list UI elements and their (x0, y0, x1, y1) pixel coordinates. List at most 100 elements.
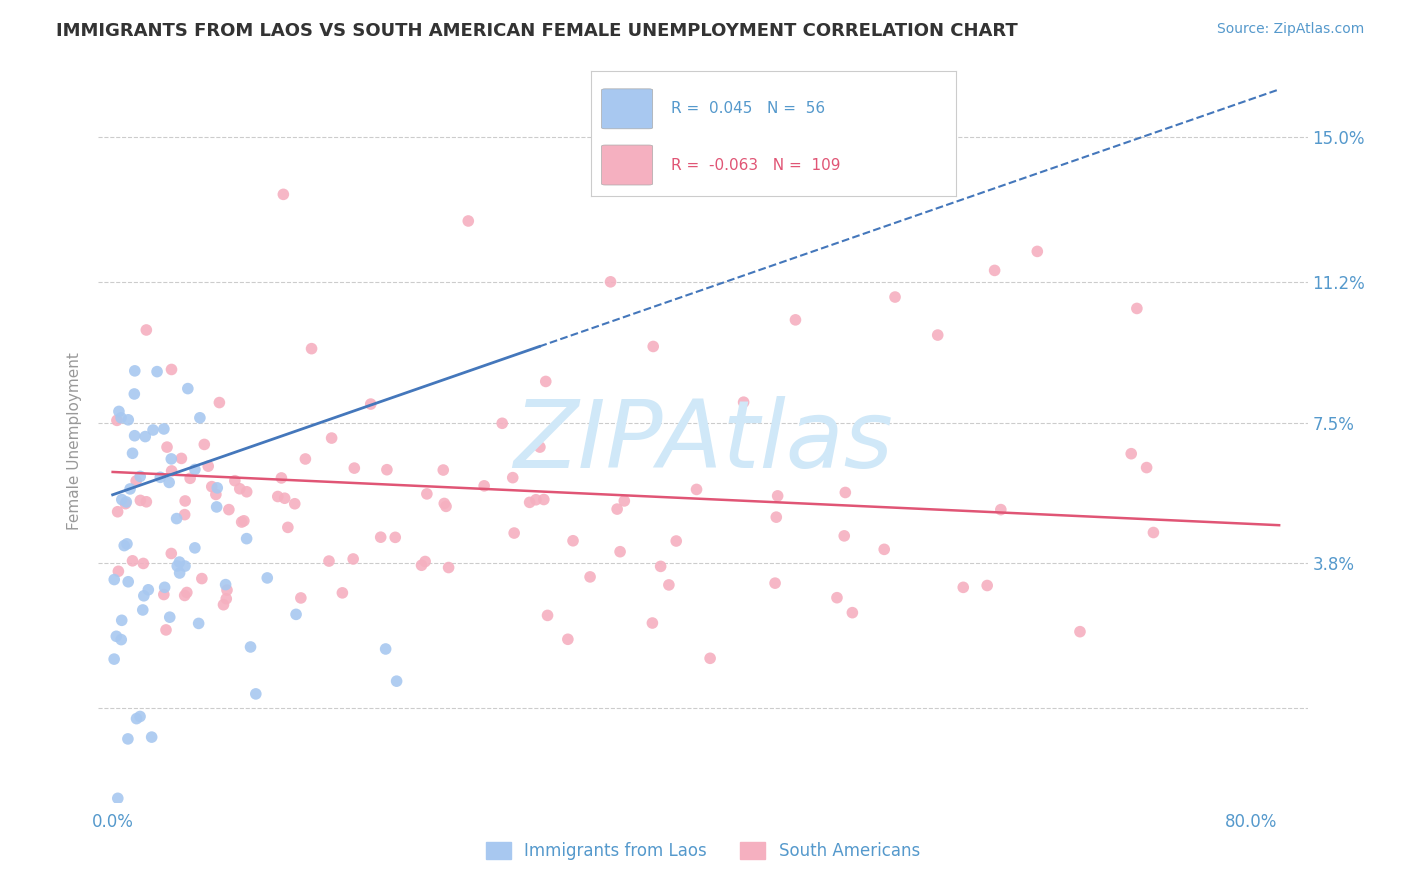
Point (149, 470, 172, 484)
Point (765, 510, 787, 524)
Point (176, 585, 198, 599)
Point (990, 502, 1012, 516)
Point (166, 558, 188, 573)
Point (170, 451, 193, 466)
Point (534, 375, 557, 389)
Point (342, 552, 364, 566)
Point (160, 547, 183, 561)
Text: Source: ZipAtlas.com: Source: ZipAtlas.com (1216, 22, 1364, 37)
Point (273, 187, 295, 202)
Point (218, 502, 240, 516)
Point (1136, 460, 1159, 475)
Point (385, 674, 408, 689)
Point (434, 500, 457, 514)
Point (121, 554, 143, 568)
Point (129, 469, 152, 483)
Point (229, 482, 252, 496)
Point (557, 632, 579, 647)
Point (215, 591, 238, 606)
Point (884, 290, 907, 304)
Point (231, 515, 253, 529)
Point (107, 505, 129, 519)
Point (124, 387, 146, 401)
Point (1142, 525, 1164, 540)
Point (117, 413, 139, 427)
Point (169, 555, 191, 569)
Point (665, 534, 688, 549)
Point (105, 629, 128, 643)
Point (132, 589, 155, 603)
Point (503, 526, 526, 541)
Point (107, 791, 129, 805)
Point (120, 482, 142, 496)
Point (188, 410, 211, 425)
Point (416, 487, 439, 501)
Point (135, 495, 157, 509)
Point (524, 492, 547, 507)
Point (214, 577, 236, 591)
Point (825, 591, 848, 605)
Point (502, 470, 524, 484)
Point (360, 397, 382, 411)
Point (111, 492, 134, 507)
Point (411, 558, 433, 573)
Point (267, 490, 290, 504)
Point (125, 712, 148, 726)
Point (160, 451, 183, 466)
Point (184, 541, 207, 555)
Point (117, 574, 139, 589)
Point (205, 487, 228, 501)
Point (613, 494, 636, 508)
Point (232, 514, 254, 528)
Text: ZIPAtlas: ZIPAtlas (513, 396, 893, 487)
Point (159, 610, 181, 624)
Point (129, 493, 152, 508)
Point (643, 339, 665, 353)
Point (641, 615, 664, 630)
Point (173, 508, 195, 522)
Point (115, 495, 138, 509)
Point (270, 471, 292, 485)
Point (952, 580, 974, 594)
Point (103, 573, 125, 587)
Point (519, 495, 541, 509)
Point (1026, 244, 1049, 259)
Point (184, 462, 207, 476)
Point (132, 557, 155, 571)
Point (785, 313, 807, 327)
Point (112, 539, 135, 553)
Point (115, 537, 138, 551)
Point (103, 652, 125, 666)
Point (374, 642, 396, 657)
Point (157, 475, 180, 490)
Point (155, 623, 177, 637)
Point (121, 446, 143, 460)
Point (491, 417, 513, 431)
Point (201, 480, 224, 494)
Point (606, 502, 628, 516)
Point (277, 520, 299, 534)
Point (375, 463, 398, 477)
Point (124, 364, 146, 378)
Point (169, 566, 191, 580)
Point (110, 410, 132, 425)
Point (136, 582, 159, 597)
Point (658, 578, 681, 592)
Point (146, 365, 169, 379)
Point (129, 709, 152, 723)
Point (107, 564, 129, 578)
Point (318, 554, 340, 568)
Point (433, 496, 456, 510)
Point (832, 529, 855, 543)
Point (108, 404, 131, 418)
Point (235, 484, 257, 499)
Point (174, 559, 197, 574)
Point (841, 606, 863, 620)
Point (285, 607, 308, 622)
Point (245, 687, 267, 701)
Point (215, 583, 238, 598)
Point (321, 431, 343, 445)
Point (160, 464, 183, 478)
Point (873, 542, 896, 557)
Point (301, 342, 323, 356)
